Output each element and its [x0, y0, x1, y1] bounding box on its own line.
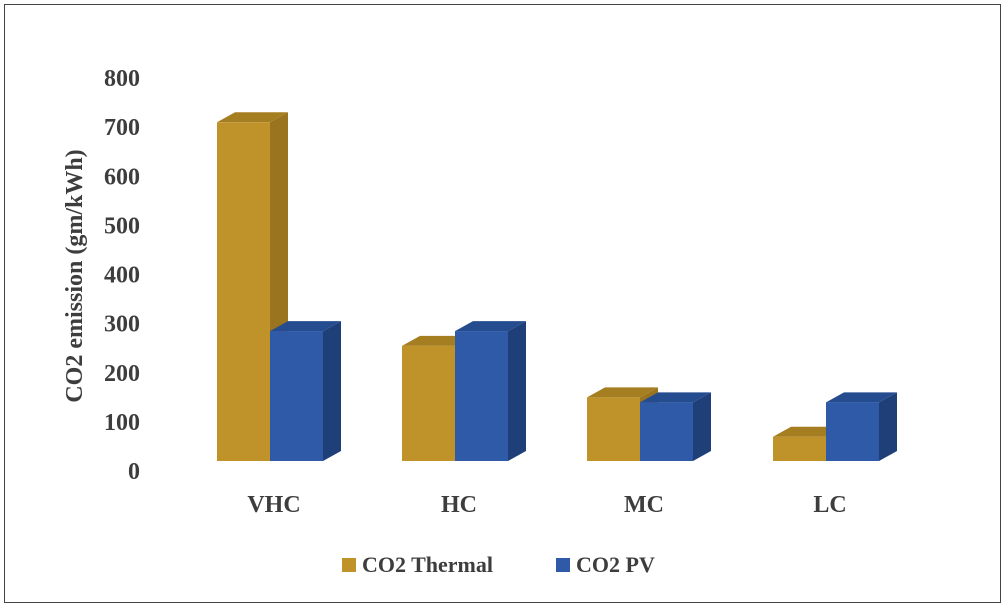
bar-co2-thermal-vhc-front: [217, 122, 270, 462]
x-category-mc: MC: [624, 492, 664, 518]
bar-co2-pv-lc-side: [879, 392, 897, 461]
bar-co2-pv-vhc-side: [323, 321, 341, 461]
y-tick-label-600: 600: [104, 164, 140, 190]
bar-co2-pv-lc: [826, 392, 897, 461]
y-tick-label-200: 200: [104, 361, 140, 387]
y-tick-label-100: 100: [104, 410, 140, 436]
y-tick-label-0: 0: [128, 459, 140, 485]
legend-label-co2-thermal: CO2 Thermal: [362, 552, 493, 577]
bar-co2-pv-mc-front: [640, 402, 693, 461]
bar-co2-thermal-lc-front: [773, 436, 826, 461]
legend: CO2 Thermal CO2 PV: [342, 552, 655, 577]
y-tick-label-700: 700: [104, 115, 140, 141]
bar-co2-pv-lc-top: [826, 392, 897, 403]
bar-co2-pv-hc-front: [455, 331, 508, 461]
bar-co2-pv-lc-front: [826, 402, 879, 461]
chart-frame: [4, 4, 1001, 603]
x-category-vhc: VHC: [247, 492, 300, 518]
legend-label-co2-pv: CO2 PV: [576, 552, 655, 577]
bar-co2-pv-mc-side: [693, 392, 711, 461]
y-tick-label-800: 800: [104, 66, 140, 92]
bar-co2-pv-mc: [640, 392, 711, 461]
bar-co2-pv-hc-side: [508, 321, 526, 461]
bars: [217, 112, 897, 462]
bar-co2-pv-vhc-front: [270, 331, 323, 461]
bar-co2-pv-vhc: [270, 321, 341, 461]
bar-co2-pv-hc-top: [455, 321, 526, 332]
y-axis-ticks: 0 100 200 300 400 500 600 700 800: [104, 66, 140, 485]
bar-co2-thermal-hc-front: [402, 345, 455, 461]
bar-co2-pv-vhc-top: [270, 321, 341, 332]
legend-swatch-co2-pv: [556, 558, 570, 572]
y-tick-label-300: 300: [104, 312, 140, 338]
bar-co2-pv-hc: [455, 321, 526, 461]
y-tick-label-400: 400: [104, 263, 140, 289]
x-category-hc: HC: [441, 492, 477, 518]
legend-swatch-co2-thermal: [342, 558, 356, 572]
y-tick-label-500: 500: [104, 213, 140, 239]
bar-co2-pv-mc-top: [640, 392, 711, 403]
bar-co2-thermal-mc-front: [587, 397, 640, 461]
x-axis-categories: VHC HC MC LC: [247, 492, 846, 518]
y-axis-label: CO2 emission (gm/kWh): [62, 149, 88, 402]
bar-co2-thermal-vhc-top: [217, 112, 288, 123]
x-category-lc: LC: [813, 492, 846, 518]
bar-co2-thermal-mc-top: [587, 387, 658, 398]
